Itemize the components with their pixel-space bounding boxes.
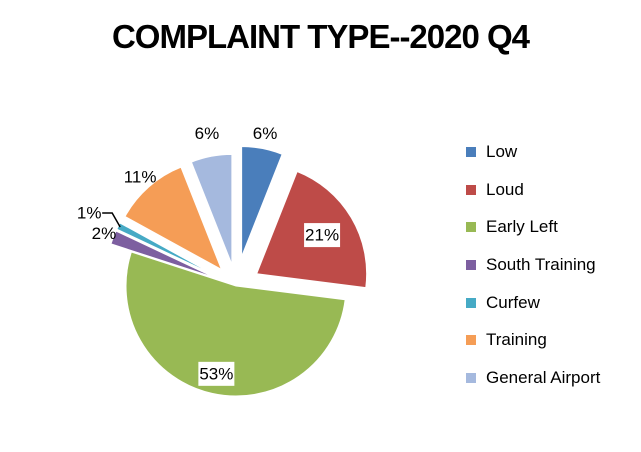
pie-slice-curfew — [116, 222, 217, 277]
legend-item-loud: Loud — [466, 171, 600, 209]
legend-item-curfew: Curfew — [466, 284, 600, 322]
legend-item-general-airport: General Airport — [466, 359, 600, 397]
pie-slice-early-left — [125, 251, 346, 397]
data-label-general-airport: 6% — [195, 124, 220, 143]
legend-label-loud: Loud — [486, 179, 524, 199]
legend-swatch-loud — [466, 184, 476, 195]
leader-line-curfew — [102, 212, 121, 228]
legend-label-south-training: South Training — [486, 254, 596, 274]
legend-label-curfew: Curfew — [486, 292, 540, 312]
legend-label-general-airport: General Airport — [486, 367, 601, 387]
legend-swatch-south-training — [466, 259, 476, 270]
data-label-curfew: 1% — [77, 203, 102, 222]
chart-title: COMPLAINT TYPE--2020 Q4 — [111, 18, 530, 55]
legend-label-early-left: Early Left — [486, 217, 558, 237]
pie-slice-general-airport — [190, 153, 233, 265]
pie-leader-lines — [102, 212, 121, 228]
pie-slice-training — [124, 166, 223, 271]
data-label-box-early-left — [198, 361, 235, 386]
legend-swatch-general-airport — [466, 372, 476, 383]
legend-label-low: Low — [486, 141, 518, 161]
data-label-training: 11% — [124, 168, 157, 187]
legend-swatch-early-left — [466, 222, 476, 233]
legend-item-early-left: Early Left — [466, 208, 600, 246]
chart-legend: Low Loud Early Left South Training Curfew Tra… — [466, 133, 600, 397]
legend-label-training: Training — [486, 330, 547, 350]
pie-slice-south-training — [110, 230, 216, 279]
legend-swatch-curfew — [466, 297, 476, 308]
pie-slice-low — [241, 146, 283, 257]
data-label-box-loud — [304, 223, 341, 248]
data-label-low: 6% — [253, 124, 278, 143]
legend-item-training: Training — [466, 321, 600, 359]
data-label-south-training: 2% — [92, 224, 117, 243]
legend-swatch-low — [466, 146, 476, 157]
data-label-early-left: 53% — [199, 364, 233, 383]
legend-item-south-training: South Training — [466, 246, 600, 284]
legend-item-low: Low — [466, 133, 600, 171]
pie-data-labels: 6% 21% 53% 2% 1% 11% 6% — [77, 124, 341, 386]
data-label-loud: 21% — [305, 226, 339, 245]
legend-swatch-training — [466, 335, 476, 346]
